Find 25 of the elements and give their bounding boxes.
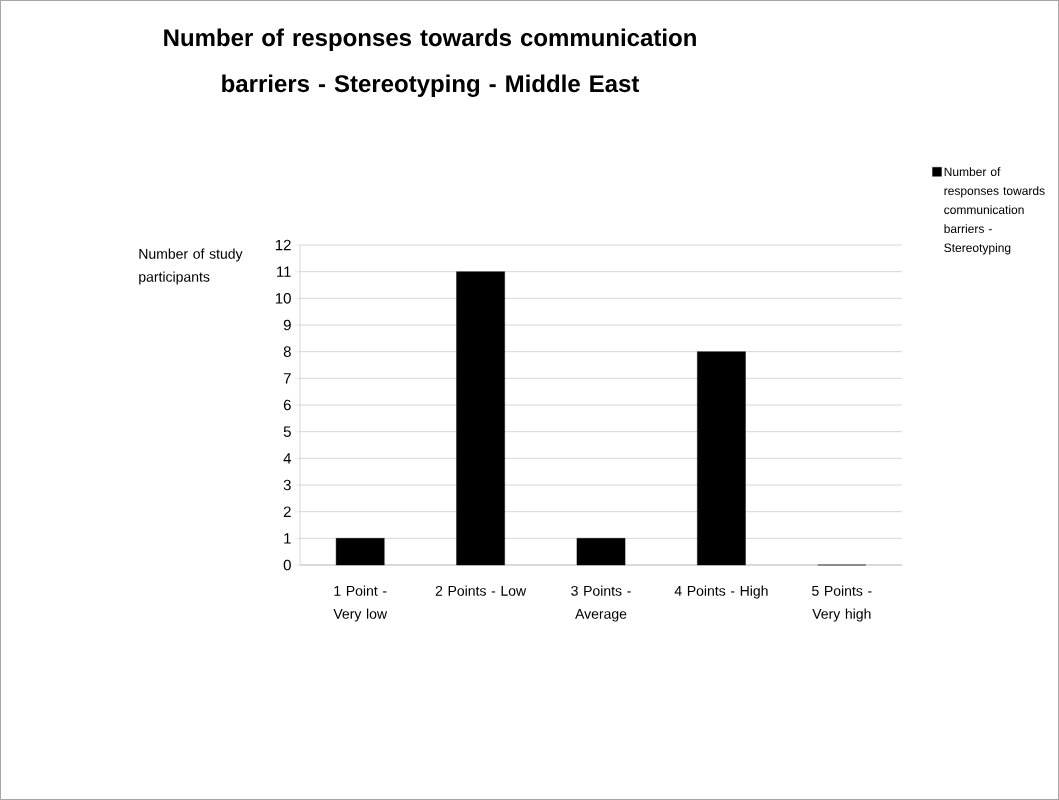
x-tick-label: 4 Points - High (674, 585, 768, 599)
y-axis-title: Number of study participants (139, 248, 243, 285)
y-tick-label: 4 (283, 453, 292, 464)
y-tick-label: 8 (283, 346, 291, 357)
y-tick-label: 2 (283, 506, 291, 517)
bar (456, 271, 505, 566)
y-tick-label: 10 (275, 293, 291, 304)
bar (576, 538, 626, 566)
x-tick-label: 1 Point - Very low (333, 585, 388, 622)
chart-title: Number of responses towards communication barriers - Stereotyping - Middle East (164, 28, 696, 97)
y-tick-label: 0 (283, 559, 291, 571)
y-tick-label: 11 (277, 266, 291, 277)
y-tick-label: 6 (283, 399, 291, 411)
x-tick-label: 5 Points - Very high (812, 585, 872, 622)
y-tick-label: 1 (284, 533, 291, 544)
bar (697, 351, 746, 566)
y-tick-label: 3 (283, 479, 291, 491)
y-tick-label: 7 (283, 373, 291, 384)
legend-label: Number of responses towards communication barriers - Stereotyping (944, 167, 1045, 255)
x-tick-label: 2 Points - Low (435, 585, 527, 596)
bar (335, 538, 385, 566)
x-tick-label: 3 Points - Average (571, 585, 631, 622)
y-tick-label: 5 (283, 426, 291, 437)
y-tick-label: 9 (283, 319, 291, 331)
y-tick-label: 12 (275, 239, 291, 251)
